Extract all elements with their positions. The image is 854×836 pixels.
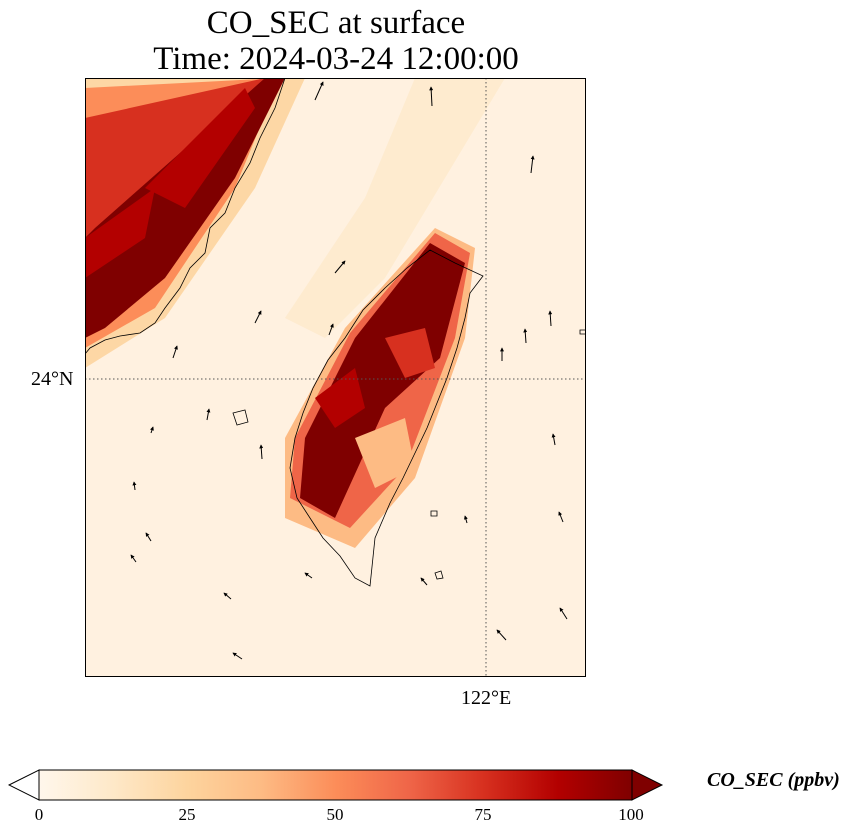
taiwan-plume [285, 228, 475, 548]
island-south [434, 570, 444, 580]
map-plot [85, 78, 586, 677]
colorbar-tick-0: 0 [34, 805, 44, 824]
colorbar-tick-75: 75 [474, 805, 492, 824]
latitude-tick-label: 24°N [31, 368, 74, 390]
island-east [430, 510, 438, 517]
wind-vectors [130, 81, 568, 660]
colorbar-tick-25: 25 [178, 805, 196, 824]
mainland-plume [85, 78, 305, 368]
mainland-coast [85, 78, 286, 355]
colorbar-extend-max [631, 769, 664, 801]
island-ne [579, 329, 586, 335]
penghu-islands [232, 409, 249, 426]
gridlines [85, 78, 586, 677]
colorbar-tick-100: 100 [618, 805, 644, 824]
colorbar-gradient [39, 770, 632, 800]
plot-title-line1: CO_SEC at surface [206, 5, 466, 41]
coastlines [85, 78, 586, 587]
map-border [85, 78, 586, 677]
background-band [285, 78, 505, 338]
colorbar-tick-50: 50 [326, 805, 344, 824]
longitude-tick-label: 122°E [461, 687, 512, 709]
colorbar [8, 769, 664, 801]
plot-title-line2: Time: 2024-03-24 12:00:00 [153, 41, 519, 77]
colorbar-extend-min [8, 769, 40, 801]
taiwan-coast [289, 249, 484, 587]
colorbar-label: CO_SEC (ppbv) [707, 769, 840, 791]
